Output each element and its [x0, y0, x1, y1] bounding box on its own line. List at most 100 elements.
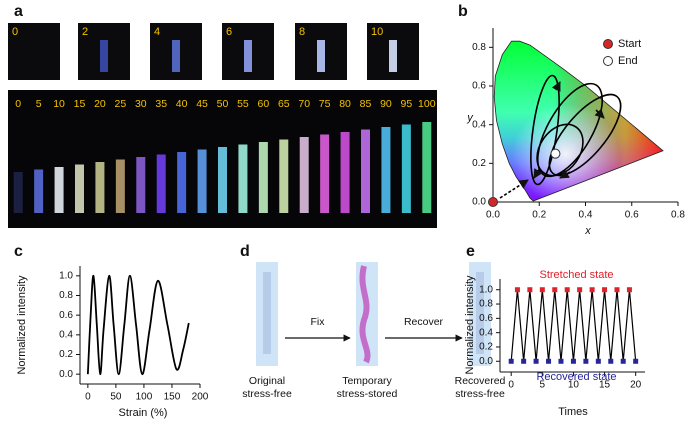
strain-label: 85: [360, 98, 372, 110]
photo-label: 2: [82, 26, 88, 38]
y-tick-label: 0.6: [479, 313, 493, 324]
photo-label: 6: [226, 26, 232, 38]
x-tick-label: 5: [540, 380, 546, 391]
x-tick-label: 150: [164, 392, 181, 403]
marker: [614, 287, 620, 293]
sample-strip: [218, 147, 227, 213]
caption: stress-free: [455, 388, 505, 400]
x-tick-label: 100: [136, 392, 153, 403]
x-tick-label: 0: [85, 392, 91, 403]
y-tick-label: 0.8: [472, 42, 486, 53]
marker: [595, 358, 601, 364]
strain-label: 45: [196, 98, 208, 110]
marker: [564, 287, 570, 293]
legend-marker: [603, 56, 613, 66]
sample-strip: [115, 159, 125, 213]
caption: stress-free: [242, 388, 292, 400]
sample-strip: [156, 154, 166, 213]
legend-marker: [603, 39, 613, 49]
strain-label: 100: [418, 98, 436, 110]
y-tick-label: 0.8: [479, 299, 493, 310]
marker: [583, 358, 589, 364]
point: [550, 148, 561, 159]
strain-label: 50: [217, 98, 229, 110]
x-tick-label: 0.6: [625, 210, 639, 221]
photo-label: 10: [371, 26, 383, 38]
sample-strip: [299, 137, 309, 213]
y-tick-label: 0.4: [479, 327, 493, 338]
y-tick-label: 0.6: [472, 81, 486, 92]
x-tick-label: 0.4: [579, 210, 593, 221]
caption: Temporary: [342, 375, 392, 387]
x-tick-label: 0.0: [486, 210, 500, 221]
marker: [570, 358, 576, 364]
photo-strip: [244, 40, 252, 72]
photo-strip: [100, 40, 108, 72]
x-tick-label: 20: [630, 380, 642, 391]
photo-label: 0: [12, 26, 18, 38]
panel-label: b: [458, 3, 468, 20]
strain-label: 60: [258, 98, 270, 110]
marker: [508, 358, 514, 364]
strain-label: 75: [319, 98, 331, 110]
strain-label: 10: [53, 98, 65, 110]
x-tick-label: 0: [508, 380, 514, 391]
series-label: Recovered state: [536, 371, 616, 383]
strain-label: 95: [401, 98, 413, 110]
strain-label: 90: [380, 98, 392, 110]
marker: [527, 287, 533, 293]
arrow-label: Fix: [311, 316, 326, 328]
marker: [514, 287, 520, 293]
sample-strip: [238, 144, 248, 213]
x-tick-label: 0.2: [532, 210, 546, 221]
y-tick-label: 1.0: [479, 284, 493, 295]
caption: Original: [249, 375, 285, 387]
sample-strip: [258, 142, 268, 213]
y-tick-label: 0.0: [479, 356, 493, 367]
strain-label: 80: [339, 98, 351, 110]
strain-label: 30: [135, 98, 147, 110]
caption: stress-stored: [337, 388, 398, 400]
marker: [577, 287, 583, 293]
photo: [8, 23, 60, 80]
marker: [533, 358, 539, 364]
point: [488, 197, 498, 207]
panel-label: e: [466, 243, 475, 260]
y-axis-label: Normalized intensity: [16, 275, 28, 375]
sample-strip: [279, 139, 289, 213]
strip: [476, 272, 484, 354]
y-axis-label: y: [466, 112, 474, 124]
x-tick-label: 10: [568, 380, 580, 391]
series-label: Stretched state: [540, 269, 614, 281]
sample-strip: [340, 132, 350, 213]
sample-strip: [361, 129, 370, 213]
stressed-strip: [359, 265, 371, 364]
x-tick-label: 200: [192, 392, 209, 403]
marker: [608, 358, 614, 364]
sample-strip: [422, 122, 432, 213]
marker: [620, 358, 626, 364]
marker: [558, 358, 564, 364]
strip: [263, 272, 271, 354]
color-space: [494, 41, 663, 202]
strain-label: 55: [237, 98, 249, 110]
strain-label: 0: [15, 98, 21, 110]
strain-label: 35: [155, 98, 167, 110]
x-tick-label: 15: [599, 380, 611, 391]
caption: Recovered: [455, 375, 506, 387]
trajectory: [499, 74, 622, 199]
x-axis-label: Strain (%): [119, 407, 168, 419]
y-tick-label: 0.2: [479, 342, 493, 353]
line: [510, 289, 637, 362]
y-axis-label: Normalized intensity: [464, 275, 476, 375]
marker: [546, 358, 552, 364]
photo-label: 4: [154, 26, 160, 38]
arrow-label: Recover: [404, 316, 444, 328]
x-tick-label: 50: [110, 392, 122, 403]
photo-strip: [317, 40, 325, 72]
sample-strip: [381, 127, 391, 213]
sample-strip: [177, 152, 187, 213]
legend-label: End: [618, 55, 638, 67]
marker: [552, 287, 558, 293]
photo-strip: [172, 40, 180, 72]
